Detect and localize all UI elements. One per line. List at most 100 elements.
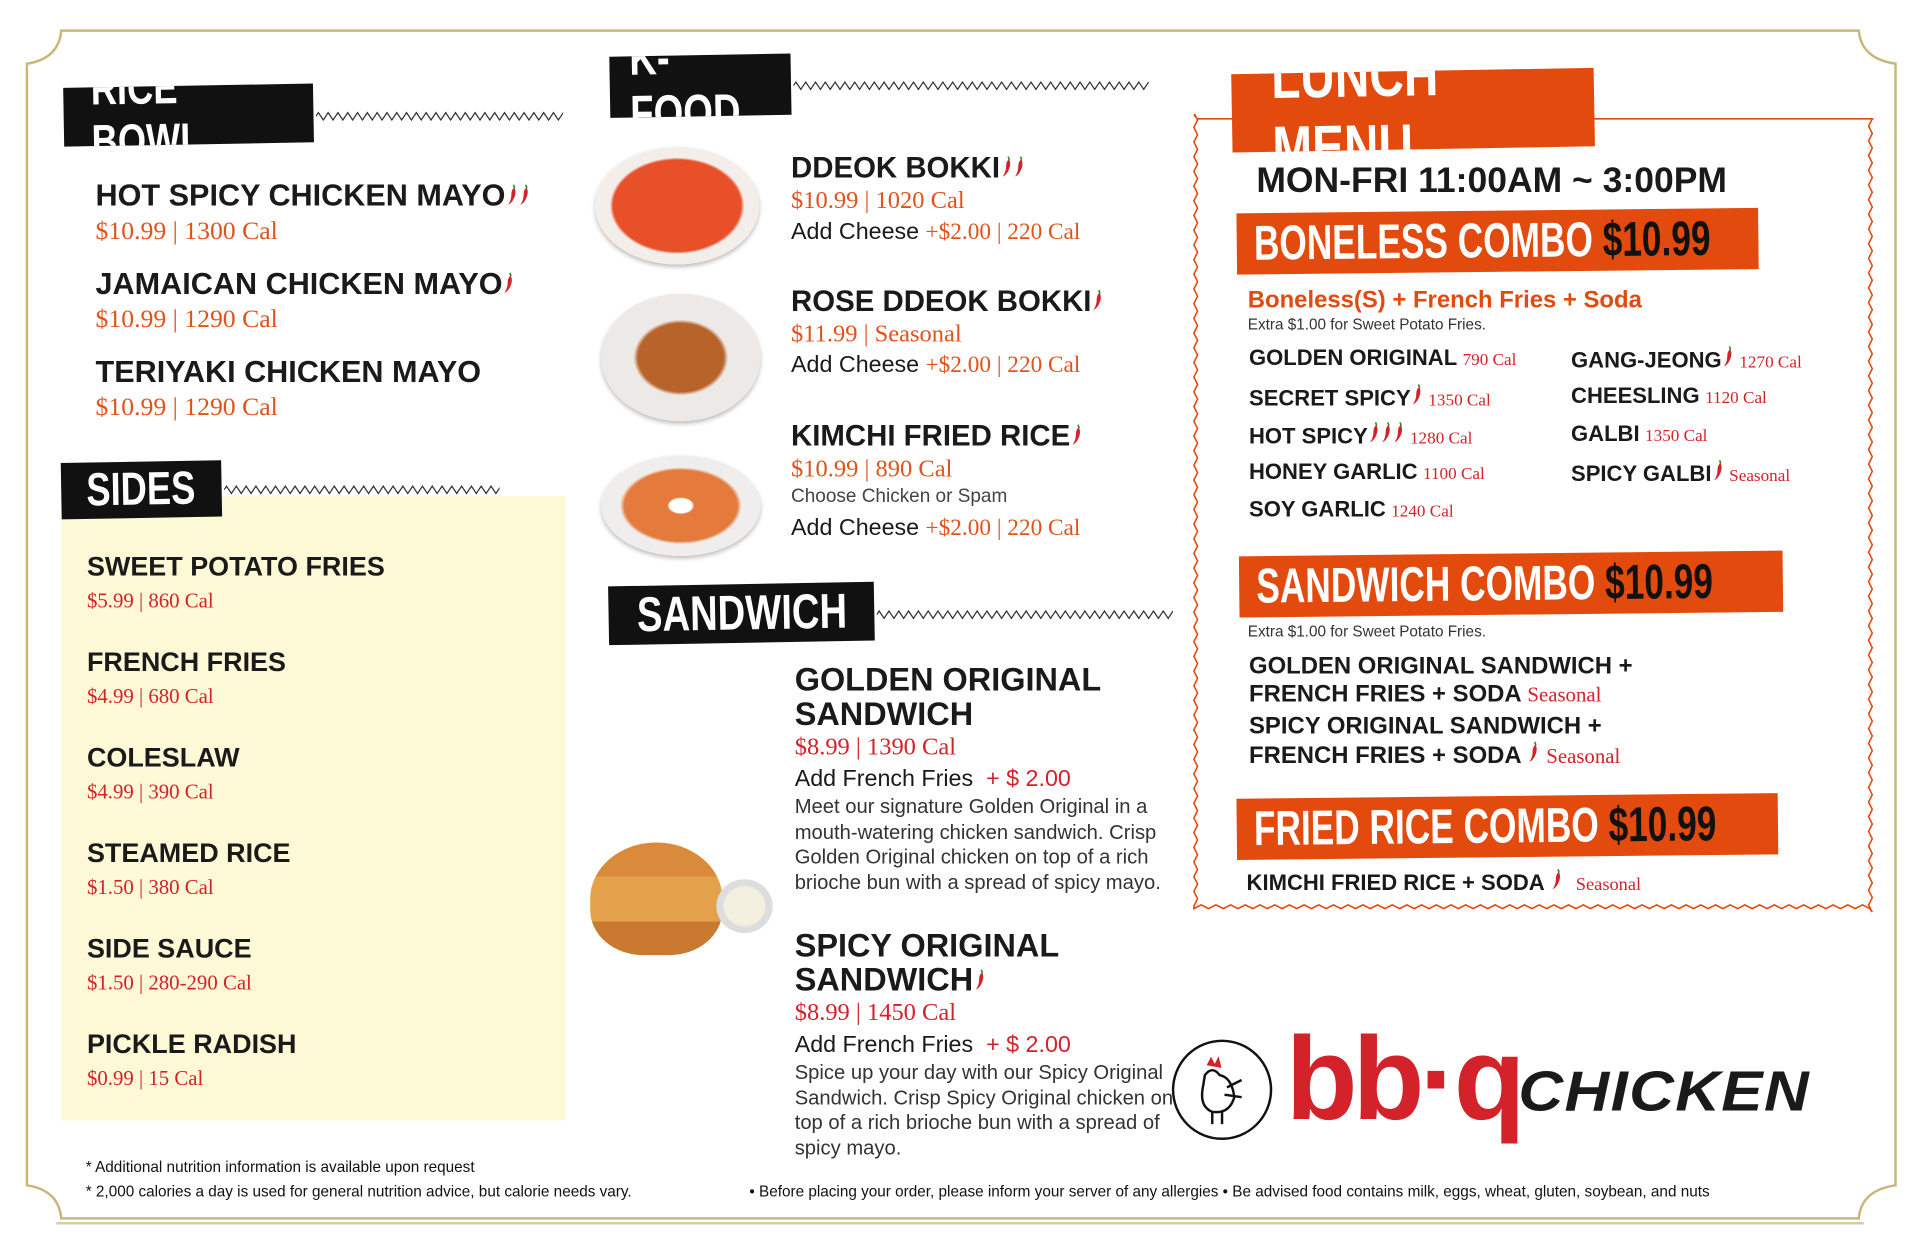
chili-pepper-icon bbox=[507, 184, 516, 205]
side-item-price: $5.99 | 860 Cal bbox=[86, 588, 214, 613]
sandwich-item-price: $8.99 | 1450 Cal bbox=[794, 999, 957, 1027]
sandwich-combo-item: SPICY ORIGINAL SANDWICH + FRENCH FRIES + … bbox=[1248, 712, 1621, 769]
spice-level bbox=[505, 184, 529, 206]
chili-pepper-icon bbox=[1529, 741, 1538, 762]
boneless-flavor: HOT SPICY 1280 Cal bbox=[1249, 421, 1472, 449]
sandwich-image bbox=[590, 842, 723, 956]
wavy-divider bbox=[876, 609, 1174, 620]
sandwich-combo-banner: SANDWICH COMBO $10.99 bbox=[1238, 550, 1784, 618]
chili-pepper-icon bbox=[1093, 289, 1102, 310]
lunch-hours: MON-FRI 11:00AM ~ 3:00PM bbox=[1256, 161, 1727, 201]
kfood-item-price: $11.99 | Seasonal bbox=[791, 320, 962, 348]
side-item-name: SIDE SAUCE bbox=[86, 933, 252, 964]
spice-level bbox=[1711, 459, 1723, 481]
chili-pepper-icon bbox=[1394, 422, 1403, 443]
kfood-item-note: Choose Chicken or Spam bbox=[791, 486, 1008, 507]
sandwich-item-name: SPICY ORIGINAL SANDWICH bbox=[794, 926, 1060, 998]
side-item-price: $0.99 | 15 Cal bbox=[86, 1066, 204, 1090]
spice-level bbox=[1722, 345, 1734, 367]
menu-item-name: JAMAICAN CHICKEN MAYO bbox=[96, 267, 515, 303]
chili-pepper-icon bbox=[1723, 346, 1732, 367]
footer-note: • Before placing your order, please info… bbox=[749, 1182, 1710, 1201]
rice-bowl-header: RICE BOWL bbox=[63, 83, 314, 147]
chili-pepper-icon bbox=[1412, 384, 1421, 405]
boneless-flavor: GALBI 1350 Cal bbox=[1571, 421, 1708, 446]
spice-level bbox=[1527, 741, 1539, 763]
boneless-flavor: SOY GARLIC 1240 Cal bbox=[1248, 497, 1454, 522]
chili-pepper-icon bbox=[975, 969, 983, 990]
side-item-price: $4.99 | 680 Cal bbox=[86, 684, 214, 708]
spice-level bbox=[1091, 289, 1103, 311]
spice-level bbox=[1411, 383, 1423, 405]
chili-pepper-icon bbox=[504, 272, 513, 293]
sandwich-header: SANDWICH bbox=[608, 581, 875, 646]
sandwich-item-addon: Add French Fries + $ 2.00 bbox=[794, 766, 1071, 793]
chili-pepper-icon bbox=[1014, 156, 1023, 177]
sandwich-item-description: Meet our signature Golden Original in a … bbox=[794, 795, 1161, 894]
boneless-flavor: GOLDEN ORIGINAL 790 Cal bbox=[1248, 345, 1517, 370]
kfood-item-price: $10.99 | 890 Cal bbox=[791, 455, 953, 483]
chili-pepper-icon bbox=[520, 184, 528, 205]
brand-wordmark: CHICKEN bbox=[1518, 1059, 1811, 1123]
menu-item-name: HOT SPICY CHICKEN MAYO bbox=[96, 179, 530, 215]
spice-level bbox=[973, 969, 985, 991]
sandwich-combo-item: GOLDEN ORIGINAL SANDWICH + FRENCH FRIES +… bbox=[1248, 652, 1633, 708]
side-item-name: SWEET POTATO FRIES bbox=[86, 551, 385, 582]
kfood-item-name: ROSE DDEOK BOKKI bbox=[791, 285, 1104, 319]
menu-item-price: $10.99 | 1290 Cal bbox=[95, 391, 278, 422]
sandwich-item-name: GOLDEN ORIGINAL SANDWICH bbox=[794, 661, 1102, 733]
boneless-flavor: SECRET SPICY 1350 Cal bbox=[1249, 383, 1491, 411]
lunch-menu-header: LUNCH MENU bbox=[1231, 67, 1595, 153]
sandwich-item-addon: Add French Fries + $ 2.00 bbox=[794, 1032, 1071, 1058]
fried-rice-combo-banner: FRIED RICE COMBO $10.99 bbox=[1236, 793, 1779, 860]
sides-header: SIDES bbox=[60, 460, 223, 520]
kfood-item-name: DDEOK BOKKI bbox=[791, 152, 1024, 186]
menu-item-price: $10.99 | 1300 Cal bbox=[95, 215, 278, 245]
chili-pepper-icon bbox=[1382, 422, 1390, 443]
boneless-flavor: CHEESLING 1120 Cal bbox=[1571, 383, 1767, 408]
spice-level bbox=[1368, 421, 1405, 443]
spice-level bbox=[1000, 156, 1024, 178]
side-item-name: FRENCH FRIES bbox=[86, 646, 286, 678]
side-item-name: STEAMED RICE bbox=[86, 837, 291, 869]
coleslaw-image bbox=[716, 879, 773, 934]
kfood-item-price: $10.99 | 1020 Cal bbox=[791, 187, 965, 215]
kfood-header: K-FOOD bbox=[609, 53, 792, 118]
kfood-item-name: KIMCHI FRIED RICE bbox=[791, 420, 1082, 454]
wavy-divider bbox=[224, 485, 500, 495]
rose-ddeok-bokki-image bbox=[601, 293, 761, 422]
wavy-divider bbox=[315, 111, 564, 122]
kfood-item-addon: Add Cheese +$2.00 | 220 Cal bbox=[791, 352, 1081, 379]
chicken-mascot-logo bbox=[1171, 1039, 1273, 1141]
brand-logo: bb·q bbox=[1285, 1013, 1526, 1145]
boneless-flavor: SPICY GALBI Seasonal bbox=[1571, 459, 1790, 487]
kfood-item-addon: Add Cheese +$2.00 | 220 Cal bbox=[791, 219, 1081, 245]
footer-note: * 2,000 calories a day is used for gener… bbox=[85, 1182, 632, 1201]
ddeok-bokki-image bbox=[595, 146, 760, 265]
side-item-name: COLESLAW bbox=[86, 742, 240, 773]
chili-pepper-icon bbox=[1002, 156, 1010, 177]
chili-pepper-icon bbox=[1370, 422, 1378, 443]
spice-level bbox=[1070, 424, 1082, 446]
boneless-combo-extra: Extra $1.00 for Sweet Potato Fries. bbox=[1247, 315, 1486, 334]
boneless-flavor: GANG-JEONG 1270 Cal bbox=[1571, 345, 1802, 373]
boneless-combo-banner: BONELESS COMBO $10.99 bbox=[1236, 207, 1759, 275]
chili-pepper-icon bbox=[1072, 424, 1081, 445]
chili-pepper-icon bbox=[1713, 460, 1722, 481]
kfood-item-addon: Add Cheese +$2.00 | 220 Cal bbox=[791, 515, 1081, 542]
menu-item-price: $10.99 | 1290 Cal bbox=[95, 303, 278, 334]
menu-item-name: TERIYAKI CHICKEN MAYO bbox=[95, 355, 482, 390]
sandwich-item-description: Spice up your day with our Spicy Origina… bbox=[794, 1061, 1174, 1159]
lunch-menu-border bbox=[1192, 113, 1874, 913]
sandwich-combo-extra: Extra $1.00 for Sweet Potato Fries. bbox=[1247, 623, 1486, 641]
side-item-price: $1.50 | 280-290 Cal bbox=[86, 971, 252, 995]
side-item-price: $1.50 | 380 Cal bbox=[86, 875, 214, 899]
spice-level bbox=[503, 272, 515, 294]
side-item-name: PICKLE RADISH bbox=[86, 1028, 297, 1060]
fried-rice-combo-item: KIMCHI FRIED RICE + SODA Seasonal bbox=[1247, 868, 1641, 896]
boneless-combo-subtitle: Boneless(S) + French Fries + Soda bbox=[1247, 286, 1642, 314]
sandwich-item-price: $8.99 | 1390 Cal bbox=[794, 733, 957, 761]
spice-level bbox=[1550, 868, 1562, 890]
